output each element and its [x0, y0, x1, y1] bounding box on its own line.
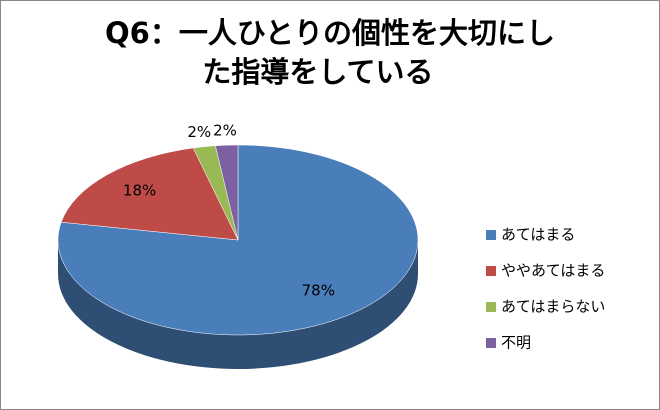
chart-title: た指導をしている: [202, 55, 433, 89]
legend-swatch: [486, 230, 496, 240]
pie-slice: [57, 144, 419, 369]
legend-label: あてはまる: [501, 226, 575, 244]
data-label: 78%: [302, 282, 335, 300]
legend-swatch: [486, 302, 496, 312]
pie-top: [60, 147, 239, 241]
data-label: 2%: [213, 121, 237, 139]
chart-title: Q6：一人ひとりの個性を大切にし: [105, 16, 555, 50]
pie-side: [58, 240, 418, 369]
data-label: 18%: [123, 182, 156, 200]
legend-label: あてはまらない: [501, 298, 605, 316]
pie-top: [57, 144, 419, 336]
pie-top: [215, 144, 239, 241]
pie-slice: [60, 147, 239, 241]
pie-slice: [215, 144, 239, 241]
legend-label: 不明: [501, 334, 531, 352]
data-label: 2%: [187, 123, 211, 141]
legend-swatch: [486, 266, 496, 276]
legend-swatch: [486, 338, 496, 348]
legend-label: ややあてはまる: [501, 262, 605, 280]
